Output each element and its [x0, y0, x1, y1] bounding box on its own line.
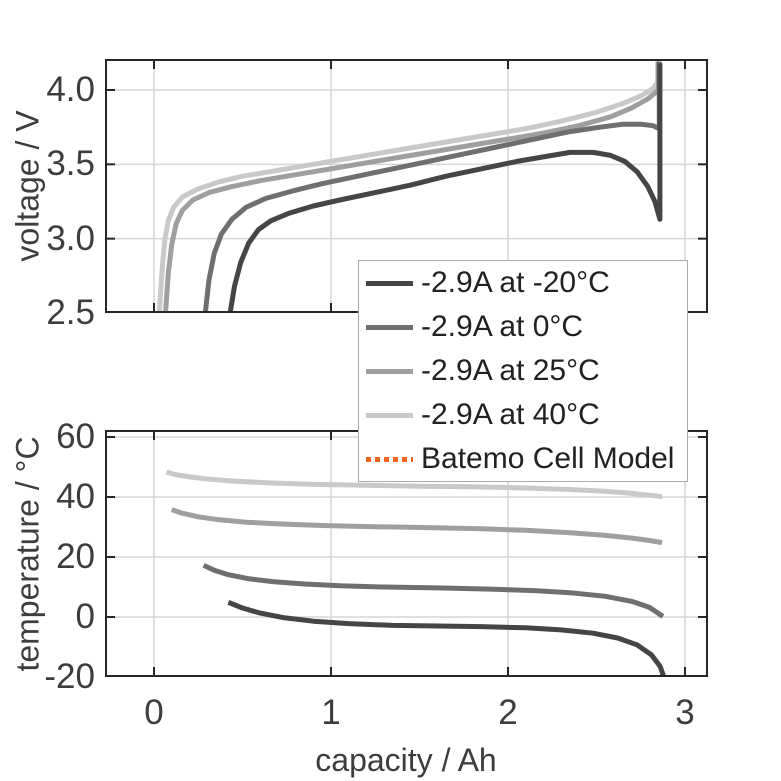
y-tick-label: 2.5	[46, 293, 95, 332]
legend-item-label: Batemo Cell Model	[421, 442, 675, 475]
legend-item-label: -2.9A at -20°C	[421, 266, 610, 299]
voltage-plot	[105, 59, 708, 313]
y-tick-label: 40	[56, 476, 95, 516]
plot-top-canvas	[105, 59, 708, 313]
legend-item-label: -2.9A at 0°C	[421, 310, 584, 343]
legend-swatch-batemo-model-dotted-line	[366, 456, 413, 462]
y-tick-label: 3.0	[46, 218, 95, 258]
legend-swatch-25C-line	[366, 368, 413, 374]
x-tick-label: 2	[498, 693, 518, 732]
y-tick-label: 20	[56, 536, 95, 576]
curve--2-9a-at-20-c	[227, 599, 666, 675]
legend: -2.9A at -20°C -2.9A at 0°C -2.9A at 25°…	[358, 260, 688, 482]
y-tick-label: 60	[56, 416, 95, 456]
x-tick-label: 1	[321, 693, 341, 732]
curve--2-9a-at-40-c	[165, 469, 663, 500]
legend-item: -2.9A at 40°C	[359, 393, 687, 437]
legend-swatch-minus20C-line	[366, 280, 413, 286]
y-tick-label: -20	[44, 657, 95, 696]
curve--2-9a-at-40-c	[156, 61, 661, 311]
y-tick-label: 4.0	[46, 69, 95, 109]
curve--2-9a-at-25-c	[163, 61, 661, 311]
x-tick-label: 0	[144, 693, 164, 732]
legend-item: Batemo Cell Model	[359, 437, 687, 481]
y-tick-label: 0	[75, 596, 95, 636]
curve--2-9a-at-0-c	[202, 563, 665, 619]
curves	[165, 469, 666, 675]
y-tick-label: 3.5	[46, 144, 95, 184]
curve--2-9a-at-0-c	[203, 61, 662, 311]
legend-item-label: -2.9A at 40°C	[421, 398, 600, 431]
capacity-axis-label: capacity / Ah	[315, 742, 497, 778]
curve--2-9a-at-25-c	[170, 507, 663, 546]
curve--2-9a-at-20-c	[227, 63, 663, 311]
curves	[156, 61, 663, 311]
legend-swatch-0C-line	[366, 324, 413, 330]
legend-item-label: -2.9A at 25°C	[421, 354, 600, 387]
legend-item: -2.9A at 0°C	[359, 305, 687, 349]
legend-item: -2.9A at -20°C	[359, 261, 687, 305]
x-tick-label: 3	[675, 693, 695, 732]
legend-item: -2.9A at 25°C	[359, 349, 687, 393]
legend-swatch-40C-line	[366, 412, 413, 418]
